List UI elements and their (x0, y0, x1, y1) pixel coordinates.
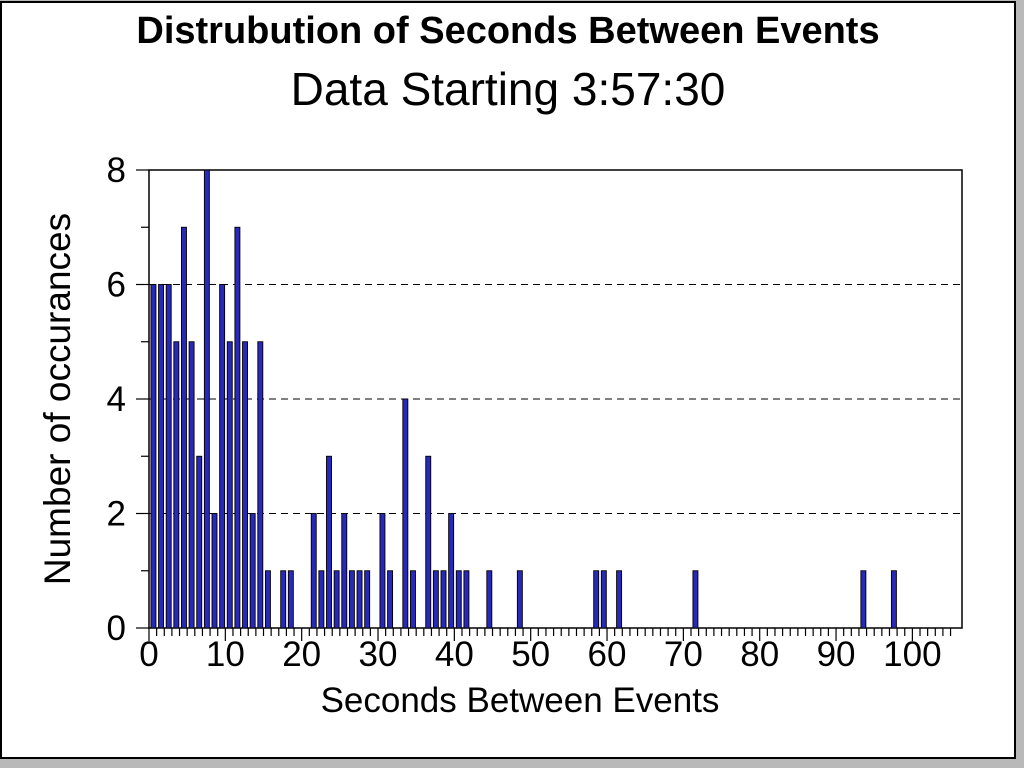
x-axis-title: Seconds Between Events (320, 681, 720, 720)
y-tick-label-4: 4 (107, 380, 126, 419)
x-tick-label-30: 30 (359, 635, 398, 674)
bar-14s-count-5 (257, 341, 264, 629)
bar-21s-count-2 (310, 513, 317, 629)
bar-34s-count-1 (410, 570, 416, 629)
x-tick-label-60: 60 (588, 635, 627, 674)
bar-71s-count-1 (692, 570, 699, 629)
bar-38s-count-1 (440, 570, 447, 629)
x-tick-label-20: 20 (282, 635, 321, 674)
y-tick-label-8: 8 (107, 151, 126, 190)
bar-25s-count-2 (341, 513, 348, 629)
bar-7s-count-8 (203, 169, 210, 629)
bar-30s-count-2 (379, 513, 386, 629)
bar-61s-count-1 (616, 570, 623, 629)
bar-39s-count-2 (448, 513, 455, 629)
bar-10s-count-5 (226, 341, 233, 629)
bar-59s-count-1 (600, 570, 607, 629)
bar-40s-count-1 (455, 570, 462, 629)
bar-44s-count-1 (486, 570, 493, 629)
x-tick-label-80: 80 (740, 635, 779, 674)
y-tick-label-2: 2 (107, 495, 126, 534)
bar-22s-count-1 (318, 570, 325, 629)
y-tick-label-6: 6 (107, 266, 126, 305)
x-tick-label-40: 40 (435, 635, 474, 674)
bar-97s-count-1 (890, 570, 897, 629)
bar-31s-count-1 (387, 570, 394, 629)
x-tick-label-10: 10 (206, 635, 245, 674)
x-tick-label-90: 90 (817, 635, 856, 674)
bar-12s-count-5 (242, 341, 248, 629)
bar-8s-count-2 (211, 513, 218, 629)
bar-18s-count-1 (287, 570, 294, 629)
bar-28s-count-1 (364, 570, 371, 629)
bar-11s-count-7 (234, 226, 241, 629)
x-tick-label-100: 100 (883, 635, 941, 674)
bar-48s-count-1 (516, 570, 523, 629)
bar-33s-count-4 (402, 398, 409, 629)
bar-5s-count-5 (188, 341, 195, 629)
x-tick-label-70: 70 (664, 635, 703, 674)
bar-9s-count-6 (219, 284, 226, 629)
bar-24s-count-1 (333, 570, 340, 629)
bar-4s-count-7 (181, 226, 187, 629)
x-tick-label-50: 50 (511, 635, 550, 674)
bar-13s-count-2 (249, 513, 256, 629)
bar-0s-count-6 (150, 284, 157, 629)
bar-17s-count-1 (280, 570, 287, 629)
bar-3s-count-5 (173, 341, 180, 629)
chart-subtitle: Data Starting 3:57:30 (290, 63, 726, 115)
bar-36s-count-3 (425, 455, 432, 629)
bar-2s-count-6 (165, 284, 172, 629)
bar-15s-count-1 (264, 570, 271, 629)
bar-6s-count-3 (196, 455, 203, 629)
bar-58s-count-1 (593, 570, 600, 629)
y-axis-title: Number of occurances (37, 212, 78, 586)
bar-37s-count-1 (432, 570, 439, 629)
bar-1s-count-6 (158, 284, 165, 629)
y-tick-label-0: 0 (107, 609, 126, 648)
chart-title: Distrubution of Seconds Between Events (136, 10, 880, 52)
x-tick-label-0: 0 (139, 635, 158, 674)
bar-41s-count-1 (463, 570, 470, 629)
bar-93s-count-1 (860, 570, 867, 629)
bar-26s-count-1 (348, 570, 355, 629)
bar-23s-count-3 (326, 455, 332, 629)
bar-27s-count-1 (356, 570, 363, 629)
